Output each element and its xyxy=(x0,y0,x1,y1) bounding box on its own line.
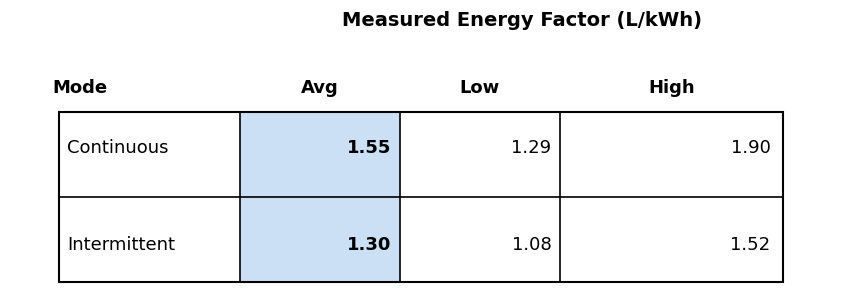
Text: 1.29: 1.29 xyxy=(511,139,552,158)
Bar xyxy=(59,112,783,282)
Text: Measured Energy Factor (L/kWh): Measured Energy Factor (L/kWh) xyxy=(342,11,702,30)
Bar xyxy=(240,112,400,282)
Text: 1.52: 1.52 xyxy=(730,236,770,255)
Text: Avg: Avg xyxy=(301,79,338,97)
Text: Intermittent: Intermittent xyxy=(67,236,175,255)
Text: 1.08: 1.08 xyxy=(512,236,552,255)
Text: High: High xyxy=(648,79,695,97)
Text: 1.55: 1.55 xyxy=(347,139,392,158)
Text: Low: Low xyxy=(460,79,500,97)
Text: Mode: Mode xyxy=(52,79,108,97)
Text: 1.30: 1.30 xyxy=(347,236,392,255)
Text: 1.90: 1.90 xyxy=(731,139,770,158)
Text: Continuous: Continuous xyxy=(67,139,169,158)
